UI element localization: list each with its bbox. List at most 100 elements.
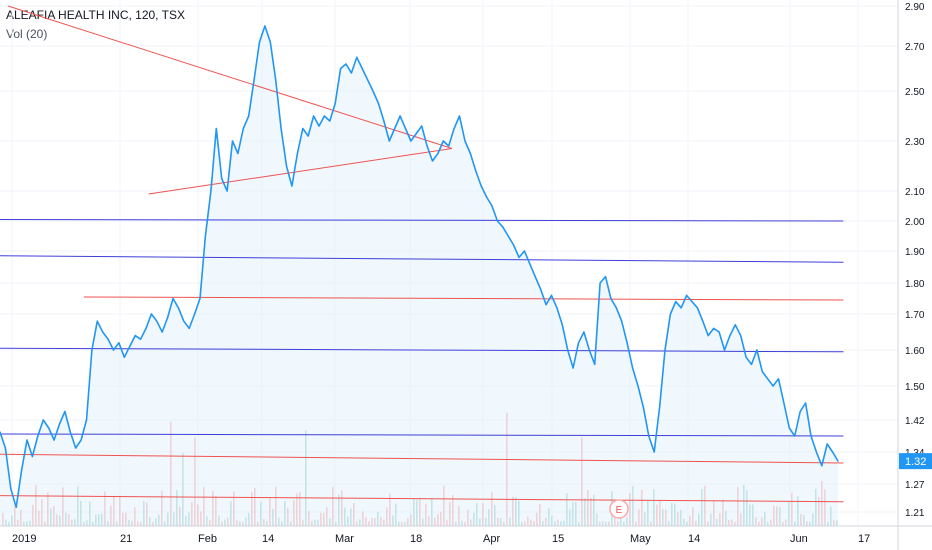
- price-point: [653, 451, 655, 453]
- drawing-lines[interactable]: [0, 5, 844, 503]
- price-point: [69, 431, 71, 433]
- x-tick-label: Apr: [483, 533, 500, 545]
- price-point: [280, 127, 282, 130]
- price-point: [248, 115, 250, 117]
- price-point: [431, 160, 434, 162]
- price-point: [615, 307, 617, 309]
- price-point: [399, 115, 401, 117]
- price-point: [226, 190, 228, 192]
- trendline-red-1.34: [0, 453, 844, 464]
- y-tick-label: 1.70: [905, 310, 925, 321]
- price-point: [561, 324, 563, 326]
- price-point: [740, 335, 742, 337]
- price-point: [686, 294, 688, 296]
- price-point: [394, 127, 396, 130]
- price-point: [513, 244, 515, 246]
- price-point: [221, 177, 223, 180]
- price-point: [772, 385, 774, 387]
- price-point: [183, 320, 185, 322]
- x-tick-label: 18: [410, 533, 422, 545]
- x-axis[interactable]: 2019 21 Feb 14 Mar 18 Apr 15 May 14 Jun 17: [0, 525, 932, 545]
- price-point: [496, 220, 498, 222]
- y-tick-label: 2.00: [905, 217, 925, 228]
- price-point: [507, 235, 509, 237]
- price-point: [340, 67, 342, 70]
- price-point: [421, 125, 423, 127]
- price-point: [821, 465, 823, 467]
- chart-title: ALEAFIA HEALTH INC, 120, TSX: [6, 8, 185, 22]
- price-point: [583, 331, 585, 333]
- price-point: [356, 56, 358, 58]
- price-point: [307, 135, 309, 137]
- price-point: [518, 256, 520, 258]
- price-point: [486, 196, 488, 198]
- price-point: [810, 435, 812, 437]
- price-point: [318, 125, 320, 127]
- price-point: [469, 152, 471, 155]
- price-point: [388, 140, 390, 142]
- price-point: [26, 439, 28, 441]
- earnings-marker-label: E: [616, 505, 623, 516]
- price-point: [604, 276, 607, 278]
- price-point: [837, 460, 839, 462]
- price-point: [15, 506, 17, 508]
- y-tick-label: 1.90: [905, 247, 925, 258]
- price-point: [53, 439, 55, 441]
- price-point: [664, 349, 666, 351]
- price-point: [426, 145, 428, 147]
- price-area-fill: [0, 26, 838, 526]
- price-point: [383, 120, 385, 122]
- earnings-marker-icon: [609, 499, 629, 519]
- price-point: [31, 456, 33, 458]
- price-point: [4, 447, 6, 449]
- price-area: [0, 26, 838, 526]
- y-tick-label: 1.27: [905, 480, 925, 491]
- price-point: [799, 410, 801, 413]
- price-point: [242, 127, 244, 130]
- last-price-badge: [899, 453, 932, 470]
- price-point: [523, 250, 526, 252]
- x-tick-label: May: [630, 533, 651, 545]
- price-point: [637, 385, 639, 387]
- price-line-group: [0, 25, 839, 509]
- price-point: [632, 367, 634, 369]
- price-point: [621, 320, 623, 322]
- y-tick-label: 2.30: [905, 137, 925, 148]
- price-point: [302, 127, 304, 130]
- price-point: [577, 342, 580, 344]
- y-axis[interactable]: 2.90 2.70 2.50 2.30 2.10 2.00 1.90 1.80 1.70 1.60…: [897, 0, 932, 550]
- price-point: [453, 127, 455, 130]
- trendline-blue-2.00: [0, 219, 844, 222]
- volume-indicator-label: Vol (20): [6, 27, 48, 41]
- price-point: [642, 406, 645, 408]
- price-point: [556, 307, 558, 309]
- y-tick-label: 2.50: [905, 87, 925, 98]
- y-tick-label: 1.80: [905, 279, 925, 290]
- y-tick-label: 1.42: [905, 416, 925, 427]
- y-tick-label: 2.10: [905, 187, 925, 198]
- trendline-blue-1.90: [0, 255, 844, 263]
- price-point: [107, 338, 109, 340]
- x-tick-label: 14: [262, 533, 274, 545]
- price-point: [502, 226, 504, 228]
- price-point: [734, 324, 736, 326]
- x-tick-label: 17: [858, 533, 870, 545]
- x-tick-label: 15: [552, 533, 564, 545]
- price-point: [718, 331, 720, 333]
- x-tick-label: 21: [120, 533, 132, 545]
- y-tick-label: 2.70: [905, 42, 925, 53]
- trendline-red-1.27: [0, 495, 844, 503]
- price-point: [367, 79, 369, 81]
- price-point: [442, 140, 444, 142]
- price-point: [172, 297, 174, 300]
- y-tick-label: 1.60: [905, 346, 925, 357]
- price-point: [323, 115, 325, 117]
- price-point: [334, 102, 336, 105]
- price-point: [815, 451, 818, 453]
- price-point: [415, 132, 417, 135]
- price-point: [680, 307, 682, 309]
- trendline-triangle-lower: [148, 148, 453, 195]
- price-point: [291, 185, 293, 187]
- price-point: [167, 317, 169, 319]
